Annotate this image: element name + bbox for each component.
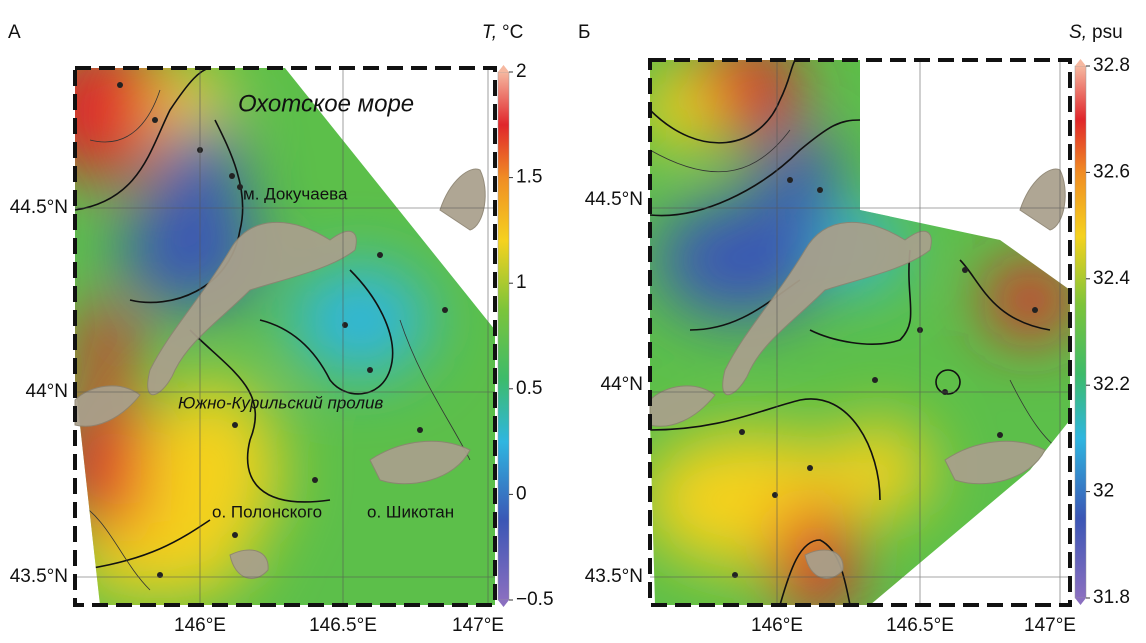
colorbar-tick-label: 32.8 [1093,55,1130,76]
panel-a: А [8,22,523,636]
colorbar-tick-label: −0.5 [516,589,554,610]
colorbar-tick-label: 0 [516,483,527,504]
colorbar-unit: °C [502,22,523,43]
colorbar-tick-label: 31.8 [1093,587,1130,608]
island-label: о. Полонского [212,502,322,521]
island-label: о. Шикотан [367,502,454,521]
panel-b: Б [578,22,1123,636]
colorbar-end [1075,598,1086,605]
colorbar-tick-label: 32.2 [1093,374,1130,395]
colorbar-tick-label: 1 [516,272,527,293]
lon-label: 147°E [452,615,504,636]
colorbar-unit: psu [1092,22,1123,43]
figure: А [0,0,1146,638]
lat-label: 44°N [601,374,643,395]
colorbar-end [498,65,509,72]
cape-label: м. Докучаева [243,184,348,203]
colorbar-end [498,600,509,607]
colorbar-symbol: T, [482,22,497,43]
colorbar-tick-label: 1.5 [516,167,542,188]
colorbar [498,72,509,600]
lon-label: 146.5°E [309,615,377,636]
lon-label: 146°E [751,615,803,636]
colorbar-tick-label: 0.5 [516,378,542,399]
lon-label: 146.5°E [886,615,954,636]
strait-label: Южно-Курильский пролив [178,393,383,412]
lat-label: 43.5°N [585,566,643,587]
colorbar-tick-label: 32.4 [1093,268,1130,289]
colorbar-tick-label: 32 [1093,481,1114,502]
temperature-field [30,40,505,610]
lon-label: 146°E [174,615,226,636]
lat-label: 44°N [26,381,68,402]
panel-label: А [8,22,21,43]
colorbar-end [1075,59,1086,66]
salinity-field [640,40,1080,620]
lat-label: 43.5°N [10,566,68,587]
lat-label: 44.5°N [585,189,643,210]
lon-label: 147°E [1024,615,1076,636]
panel-label: Б [578,22,590,43]
colorbar-tick-label: 32.6 [1093,161,1130,182]
lat-label: 44.5°N [10,197,68,218]
colorbar-tick-label: 2 [516,61,527,82]
sea-label: Охотское море [238,90,414,117]
colorbar [1075,66,1086,598]
colorbar-symbol: S, [1069,22,1087,43]
